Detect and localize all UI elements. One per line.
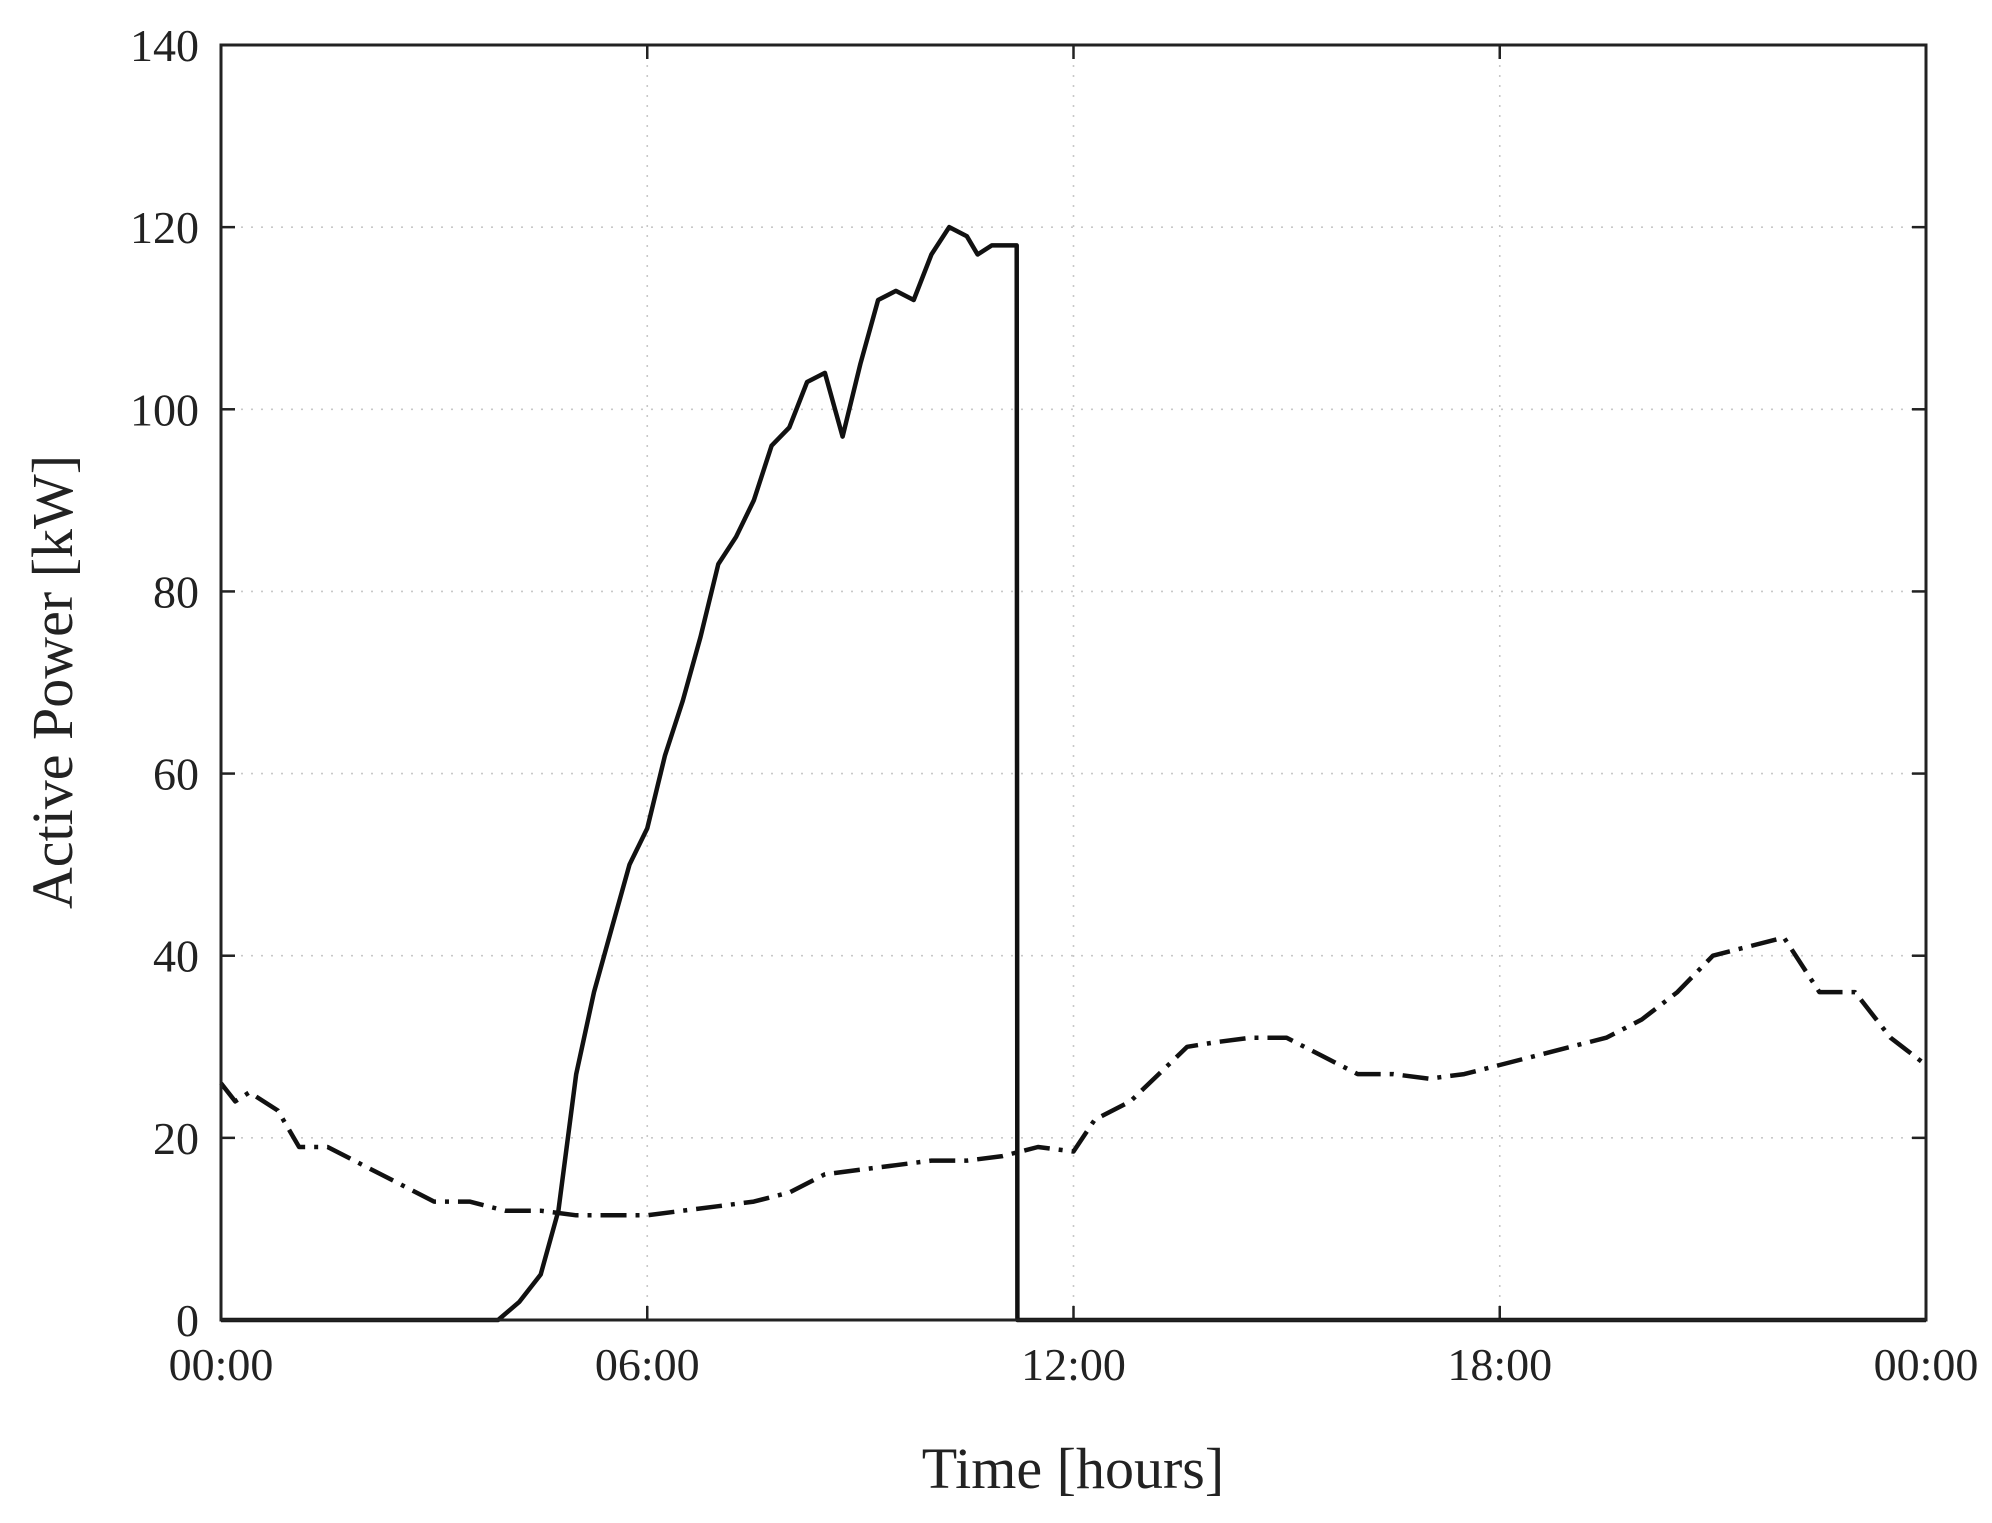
x-axis-title: Time [hours]: [922, 1436, 1224, 1501]
y-tick-label: 100: [130, 384, 199, 435]
series-line-solid: [221, 224, 1926, 1323]
grid: [221, 45, 1926, 1320]
y-tick-label: 40: [153, 931, 199, 982]
y-tick-label: 60: [153, 749, 199, 800]
plot-frame: [219, 43, 1928, 1322]
y-axis-title: Active Power [kW]: [20, 455, 85, 909]
y-tick-label: 140: [130, 20, 199, 71]
y-tick-label: 20: [153, 1113, 199, 1164]
tick-labels: 00:00 06:00 12:00 18:00 00:00020406080100120…: [130, 20, 1978, 1390]
x-tick-label: 18:00: [1447, 1339, 1552, 1390]
x-tick-label: 06:00: [595, 1339, 700, 1390]
y-tick-label: 120: [130, 202, 199, 253]
series-line-dash-dot: [219, 935, 1928, 1218]
x-tick-label: 00:00: [1874, 1339, 1979, 1390]
y-tick-label: 80: [153, 566, 199, 617]
y-tick-label: 0: [176, 1295, 199, 1346]
series-group: [219, 224, 1928, 1323]
x-tick-label: 12:00: [1021, 1339, 1126, 1390]
x-tick-label: 00:00: [169, 1339, 274, 1390]
